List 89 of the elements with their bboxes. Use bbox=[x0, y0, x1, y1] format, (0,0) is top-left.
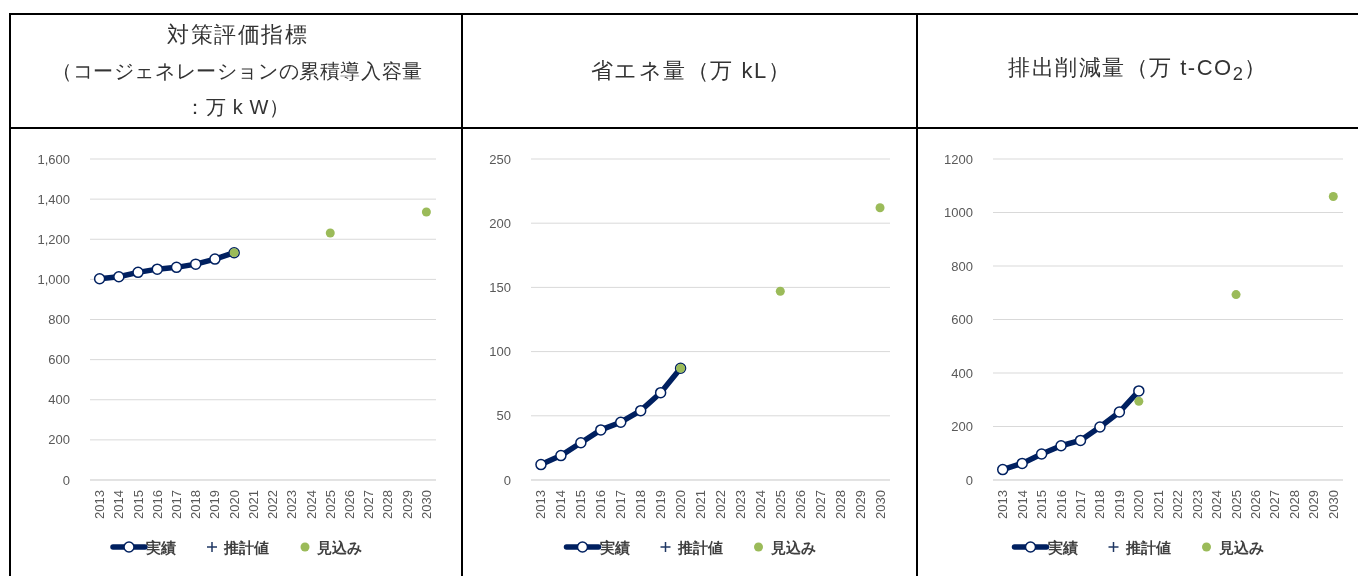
x-tick-label: 2028 bbox=[832, 490, 848, 519]
x-tick-label: 2020 bbox=[226, 490, 242, 519]
y-tick-label: 50 bbox=[496, 408, 511, 424]
y-tick-label: 200 bbox=[48, 432, 70, 448]
y-tick-label: 250 bbox=[489, 151, 511, 167]
x-tick-label: 2014 bbox=[1014, 490, 1030, 519]
y-tick-label: 0 bbox=[965, 472, 973, 488]
x-tick-label: 2013 bbox=[995, 490, 1011, 519]
y-tick-label: 1,000 bbox=[37, 271, 70, 287]
x-tick-label: 2017 bbox=[169, 490, 184, 519]
legend-label: 実績 bbox=[1046, 538, 1078, 556]
legend-label: 見込み bbox=[1217, 538, 1264, 556]
x-tick-label: 2021 bbox=[245, 490, 261, 519]
x-tick-label: 2027 bbox=[812, 490, 828, 519]
legend-label: 推計値 bbox=[223, 538, 269, 556]
x-tick-label: 2026 bbox=[1248, 490, 1263, 519]
x-tick-label: 2019 bbox=[653, 490, 669, 519]
x-tick-label: 2015 bbox=[573, 490, 589, 519]
y-tick-label: 1,400 bbox=[37, 191, 70, 207]
x-tick-label: 2026 bbox=[342, 490, 357, 519]
x-tick-label: 2015 bbox=[130, 490, 146, 519]
x-tick-label: 2013 bbox=[533, 490, 549, 519]
x-tick-label: 2029 bbox=[399, 490, 415, 519]
x-tick-label: 2016 bbox=[149, 490, 165, 519]
x-tick-label: 2030 bbox=[872, 490, 888, 519]
y-tick-label: 600 bbox=[951, 312, 973, 327]
legend-label: 実績 bbox=[145, 538, 176, 556]
x-tick-label: 2020 bbox=[1131, 490, 1147, 519]
x-tick-label: 2023 bbox=[1189, 490, 1205, 519]
y-tick-label: 100 bbox=[489, 344, 511, 360]
x-tick-label: 2029 bbox=[1306, 490, 1322, 519]
x-tick-label: 2019 bbox=[1111, 490, 1127, 519]
legend-label: 見込み bbox=[769, 538, 816, 556]
x-tick-label: 2024 bbox=[303, 490, 319, 519]
x-tick-label: 2022 bbox=[265, 490, 281, 519]
x-tick-label: 2017 bbox=[613, 490, 629, 519]
x-tick-label: 2025 bbox=[1228, 490, 1244, 519]
y-tick-label: 800 bbox=[48, 312, 70, 327]
chart-subtitle: （コージェネレーションの累積導入容量：万 k W） bbox=[51, 59, 424, 120]
x-tick-label: 2027 bbox=[1267, 490, 1283, 519]
x-tick-label: 2026 bbox=[792, 490, 808, 519]
x-tick-label: 2022 bbox=[712, 490, 728, 519]
y-tick-label: 400 bbox=[951, 365, 973, 381]
x-tick-label: 2015 bbox=[1034, 490, 1050, 519]
x-tick-label: 2016 bbox=[1053, 490, 1069, 519]
legend-label: 見込み bbox=[316, 538, 362, 556]
x-tick-label: 2019 bbox=[207, 490, 223, 519]
x-tick-label: 2024 bbox=[1209, 490, 1225, 519]
x-tick-label: 2022 bbox=[1170, 490, 1186, 519]
y-tick-label: 150 bbox=[489, 279, 511, 295]
y-tick-label: 0 bbox=[503, 472, 511, 488]
x-tick-label: 2030 bbox=[1325, 490, 1341, 519]
x-tick-label: 2021 bbox=[693, 490, 709, 519]
x-tick-label: 2027 bbox=[361, 490, 377, 519]
y-tick-label: 1200 bbox=[944, 151, 973, 167]
legend-label: 推計値 bbox=[676, 538, 723, 556]
x-tick-label: 2013 bbox=[92, 490, 108, 519]
y-tick-label: 1,600 bbox=[37, 151, 70, 167]
x-tick-label: 2018 bbox=[188, 490, 204, 519]
x-tick-label: 2018 bbox=[633, 490, 649, 519]
x-tick-label: 2016 bbox=[593, 490, 609, 519]
chart-title: 対策評価指標 bbox=[167, 21, 308, 49]
legend-label: 実績 bbox=[598, 538, 630, 556]
x-tick-label: 2014 bbox=[111, 490, 127, 519]
y-tick-label: 800 bbox=[951, 258, 973, 274]
x-tick-label: 2024 bbox=[752, 490, 768, 519]
x-tick-label: 2028 bbox=[380, 490, 396, 519]
x-tick-label: 2023 bbox=[284, 490, 300, 519]
x-tick-label: 2023 bbox=[732, 490, 748, 519]
y-tick-label: 200 bbox=[489, 215, 511, 231]
x-tick-label: 2017 bbox=[1073, 490, 1088, 519]
x-tick-label: 2029 bbox=[852, 490, 868, 519]
x-tick-label: 2014 bbox=[553, 490, 569, 519]
x-tick-label: 2028 bbox=[1286, 490, 1302, 519]
y-tick-label: 1000 bbox=[944, 205, 973, 220]
x-tick-label: 2020 bbox=[673, 490, 689, 519]
x-tick-label: 2025 bbox=[772, 490, 788, 519]
chart-title: 省エネ量（万 kL） bbox=[590, 57, 792, 85]
y-tick-label: 1,200 bbox=[37, 231, 70, 247]
x-tick-label: 2030 bbox=[418, 490, 434, 519]
legend-label: 推計値 bbox=[1124, 538, 1171, 556]
y-tick-label: 400 bbox=[48, 392, 70, 408]
y-tick-label: 0 bbox=[62, 472, 70, 488]
x-tick-label: 2018 bbox=[1092, 490, 1108, 519]
chart-title: 排出削減量（万 t-CO$_{2}$） bbox=[1008, 53, 1268, 87]
x-tick-label: 2025 bbox=[322, 490, 338, 519]
x-tick-label: 2021 bbox=[1150, 490, 1166, 519]
y-tick-label: 600 bbox=[48, 352, 70, 368]
y-tick-label: 200 bbox=[951, 419, 973, 434]
